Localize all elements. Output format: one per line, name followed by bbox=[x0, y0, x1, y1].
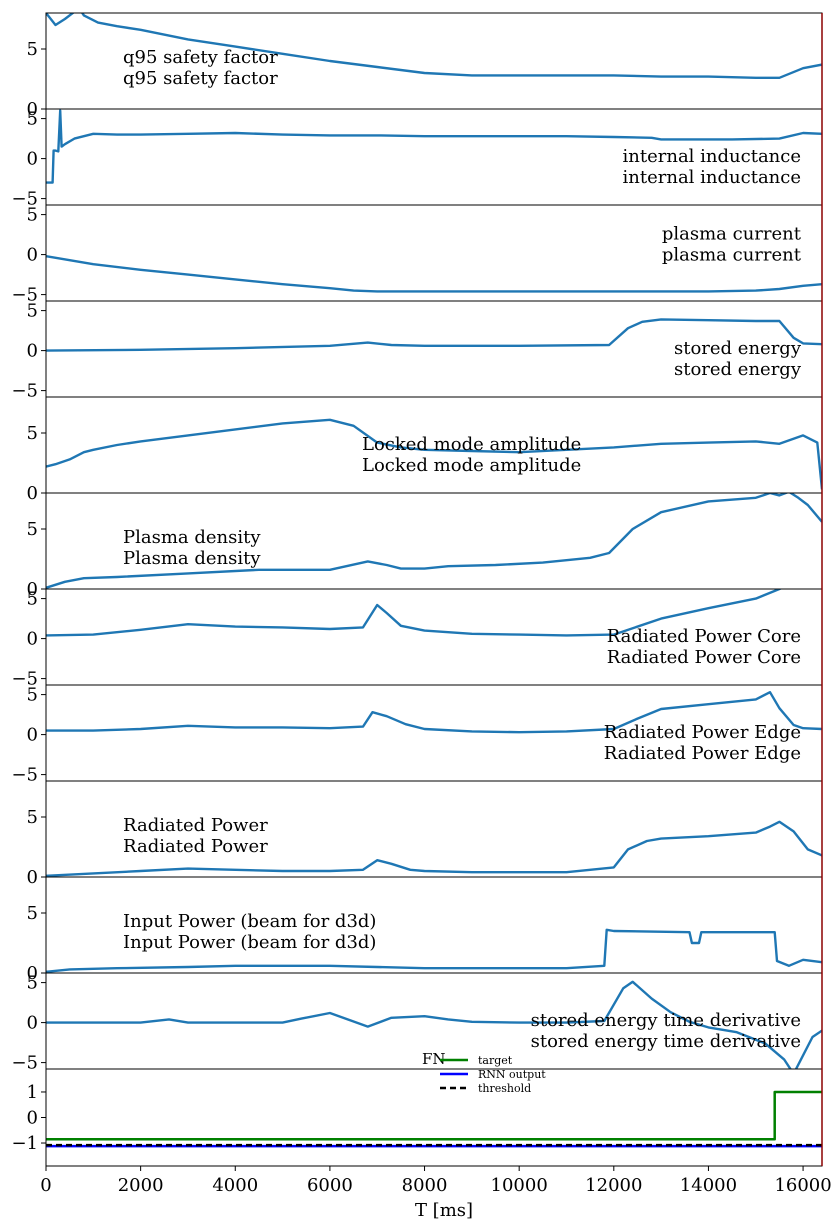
y-tick-label: 0 bbox=[27, 483, 38, 504]
y-tick-label: 0 bbox=[27, 867, 38, 888]
y-tick-label: 5 bbox=[27, 685, 38, 706]
panel-title-repeat: Locked mode amplitude bbox=[362, 455, 581, 476]
y-tick-label: −5 bbox=[11, 189, 38, 210]
series-line bbox=[46, 418, 822, 490]
series-line bbox=[46, 589, 783, 637]
y-tick-label: −5 bbox=[11, 765, 38, 786]
y-tick-label: −5 bbox=[11, 285, 38, 306]
y-tick-label: 5 bbox=[27, 519, 38, 540]
y-tick-label: −1 bbox=[11, 1133, 38, 1154]
panel-title: stored energy bbox=[674, 338, 802, 359]
y-tick-label: 5 bbox=[27, 807, 38, 828]
panel-title: Locked mode amplitude bbox=[362, 434, 581, 455]
panel-frame bbox=[45, 1068, 823, 1167]
y-tick-label: −5 bbox=[11, 381, 38, 402]
y-tick-label: 5 bbox=[27, 39, 38, 60]
series-line bbox=[46, 255, 822, 293]
y-tick-label: 0 bbox=[27, 725, 38, 746]
panel-title-repeat: plasma current bbox=[662, 245, 802, 266]
y-tick-label: 0 bbox=[27, 1108, 38, 1129]
y-tick-label: 5 bbox=[27, 423, 38, 444]
y-tick-label: 5 bbox=[27, 301, 38, 322]
x-tick-label: 6000 bbox=[307, 1175, 353, 1196]
panel-title-repeat: Radiated Power Edge bbox=[604, 743, 801, 764]
series-line bbox=[46, 318, 822, 352]
x-tick-label: 14000 bbox=[680, 1175, 737, 1196]
series-line bbox=[46, 13, 822, 80]
panel-title: Radiated Power bbox=[123, 815, 268, 836]
series-line bbox=[46, 109, 822, 184]
panel-title-repeat: internal inductance bbox=[623, 167, 801, 188]
legend-label: threshold bbox=[478, 1082, 531, 1095]
x-tick-label: 12000 bbox=[585, 1175, 642, 1196]
x-tick-label: 2000 bbox=[118, 1175, 164, 1196]
series-line bbox=[46, 928, 822, 973]
x-tick-label: 16000 bbox=[774, 1175, 831, 1196]
legend-title: FN bbox=[422, 1050, 446, 1068]
y-tick-label: 0 bbox=[27, 963, 38, 984]
y-tick-label: 0 bbox=[27, 579, 38, 600]
panel-title: Input Power (beam for d3d) bbox=[123, 911, 376, 932]
y-tick-label: 0 bbox=[27, 1013, 38, 1034]
panel-title: plasma current bbox=[662, 224, 802, 245]
legend-label: RNN output bbox=[478, 1068, 546, 1081]
x-tick-label: 10000 bbox=[491, 1175, 548, 1196]
panel-title-repeat: Radiated Power bbox=[123, 836, 268, 857]
legend-label: target bbox=[478, 1054, 513, 1067]
x-tick-label: 4000 bbox=[212, 1175, 258, 1196]
y-tick-label: 5 bbox=[27, 109, 38, 130]
x-axis-label: T [ms] bbox=[415, 1200, 473, 1221]
panel-title: Radiated Power Edge bbox=[604, 722, 801, 743]
panel-10: 0 5 Input Power (beam for d3d)Input Power … bbox=[27, 876, 823, 984]
y-tick-label: 5 bbox=[27, 205, 38, 226]
panel-title: Radiated Power Core bbox=[607, 626, 801, 647]
y-tick-label: 5 bbox=[27, 903, 38, 924]
panel-title-repeat: Input Power (beam for d3d) bbox=[123, 932, 376, 953]
series-line bbox=[46, 493, 822, 589]
panel-title: internal inductance bbox=[623, 146, 801, 167]
target-line bbox=[46, 1090, 822, 1141]
series-line bbox=[46, 820, 822, 877]
y-tick-label: 0 bbox=[27, 245, 38, 266]
panel-title-repeat: stored energy bbox=[674, 359, 802, 380]
panel-title-repeat: Plasma density bbox=[123, 548, 261, 569]
series-line bbox=[46, 691, 822, 734]
panel-title-repeat: stored energy time derivative bbox=[531, 1031, 801, 1052]
y-tick-label: 5 bbox=[27, 589, 38, 610]
series-line bbox=[46, 980, 822, 1069]
y-tick-label: −5 bbox=[11, 1053, 38, 1074]
y-tick-label: −5 bbox=[11, 669, 38, 690]
panel-11: −5 0 5 stored energy time derivativestored … bbox=[11, 972, 823, 1074]
panel-title: q95 safety factor bbox=[123, 47, 278, 68]
y-tick-label: 0 bbox=[27, 629, 38, 650]
y-tick-label: 1 bbox=[27, 1082, 38, 1103]
y-tick-label: 0 bbox=[27, 149, 38, 170]
x-tick-label: 8000 bbox=[402, 1175, 448, 1196]
x-tick-label: 0 bbox=[40, 1175, 51, 1196]
panel-title-repeat: Radiated Power Core bbox=[607, 647, 801, 668]
panel-title-repeat: q95 safety factor bbox=[123, 68, 278, 89]
y-tick-label: 0 bbox=[27, 341, 38, 362]
panel-title: Plasma density bbox=[123, 527, 261, 548]
panel-title: stored energy time derivative bbox=[531, 1010, 801, 1031]
y-tick-label: 5 bbox=[27, 973, 38, 994]
y-tick-label: 0 bbox=[27, 99, 38, 120]
